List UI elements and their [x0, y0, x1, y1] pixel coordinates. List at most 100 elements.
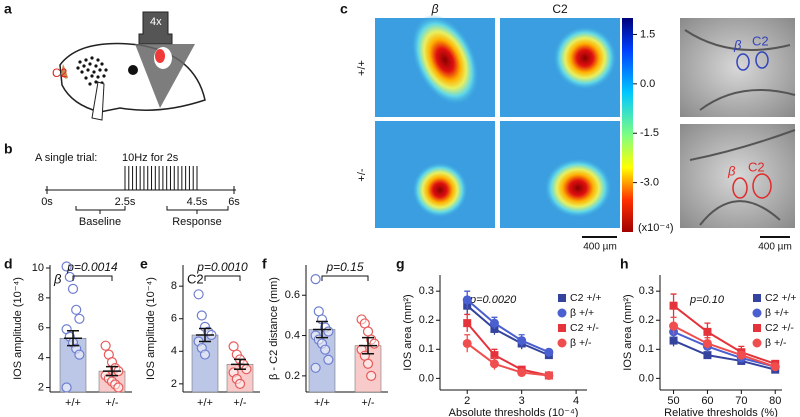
p-value: p=0.0014	[66, 260, 118, 274]
x-tick-label: 4	[573, 395, 579, 407]
legend-label: β +/+	[765, 307, 789, 319]
time-label: 6s	[228, 196, 240, 208]
data-point	[323, 326, 334, 337]
marker	[489, 359, 499, 369]
y-axis-label: IOS amplitude (10⁻⁴)	[12, 277, 24, 380]
overlay-label: β	[727, 163, 736, 178]
marker	[544, 370, 554, 380]
column-label: β	[431, 2, 439, 16]
colorbar-tick-label: -3.0	[640, 177, 659, 189]
data-point	[199, 349, 211, 360]
marker	[702, 338, 712, 348]
data-point	[196, 310, 207, 321]
marker	[770, 362, 780, 372]
data-point	[362, 358, 374, 369]
series-line	[673, 325, 776, 368]
x-tick-label: +/-	[361, 397, 374, 409]
legend-label: C2 +/-	[570, 322, 599, 334]
colorbar-tick-label: 0.0	[640, 78, 655, 90]
error-bar	[359, 336, 377, 355]
x-tick-label: +/+	[314, 397, 330, 409]
marker	[753, 294, 761, 302]
y-tick-label: 8	[38, 292, 44, 304]
marker	[669, 301, 678, 310]
series-line	[466, 299, 550, 354]
series-line	[466, 304, 550, 357]
scale-bar-label: 400 µm	[758, 242, 792, 253]
period-label: Baseline	[79, 216, 121, 228]
y-tick-label: 2	[171, 378, 177, 390]
marker	[703, 327, 712, 336]
p-value: p=0.0020	[469, 294, 517, 306]
marker	[489, 318, 499, 328]
error-bar	[64, 329, 82, 347]
y-tick-label: 8	[171, 280, 177, 292]
data-point	[61, 382, 72, 393]
legend-label: C2 +/-	[765, 322, 794, 334]
y-tick-label: 4	[38, 352, 44, 364]
data-point	[61, 261, 72, 272]
trial-title: A single trial:	[35, 152, 97, 164]
x-tick-label: 50	[667, 395, 679, 407]
series-line	[673, 330, 776, 368]
x-tick-label: +/+	[197, 397, 213, 409]
error-bar	[196, 327, 214, 343]
legend-label: β +/-	[570, 337, 592, 349]
p-value: p=0.15	[325, 260, 363, 274]
mouse-diagram: 4x C2	[52, 11, 206, 121]
p-value: p=0.10	[689, 294, 725, 306]
heat-maps	[375, 14, 796, 238]
panel-label: e	[140, 256, 148, 272]
panel-annotation: C2	[187, 271, 204, 286]
marker	[462, 295, 472, 305]
x-tick-label: 80	[769, 395, 781, 407]
y-tick-label: 2	[38, 381, 44, 393]
y-tick-label: 4	[171, 345, 177, 357]
y-tick-label: 0.4	[285, 329, 300, 341]
panel-label: d	[4, 256, 13, 272]
panel-label: b	[4, 141, 13, 157]
y-tick-label: 0.1	[419, 343, 434, 355]
legend-label: C2 +/+	[765, 292, 797, 304]
y-axis-label: IOS area (mm²)	[622, 294, 634, 370]
marker	[558, 324, 566, 332]
marker	[669, 321, 679, 331]
data-point	[310, 362, 321, 373]
objective-label: 4x	[150, 16, 162, 28]
marker	[753, 324, 761, 332]
y-tick-label: 6	[171, 313, 177, 325]
data-point	[74, 313, 85, 324]
overlay-label: C2	[748, 159, 765, 174]
data-point	[74, 349, 85, 360]
stimulus-label: 10Hz for 2s	[122, 152, 179, 164]
x-tick-label: 3	[519, 395, 525, 407]
y-tick-label: 6	[38, 322, 44, 334]
column-label: C2	[552, 2, 568, 16]
y-tick-label: 0.6	[285, 289, 300, 301]
overlay-label: β	[733, 37, 742, 52]
x-tick-label: +/+	[65, 397, 81, 409]
trial-timeline	[45, 166, 236, 214]
data-point	[100, 340, 111, 351]
panel-label: h	[620, 256, 629, 272]
marker	[517, 336, 527, 346]
whisker-label: C2	[52, 66, 68, 80]
marker	[703, 351, 712, 360]
marker	[752, 308, 762, 318]
panel-annotation: β	[53, 271, 62, 286]
x-tick-label: 60	[701, 395, 713, 407]
row-label: +/+	[356, 60, 368, 76]
y-axis-label: IOS amplitude (10⁻⁴)	[145, 277, 157, 380]
x-tick-label: 2	[464, 395, 470, 407]
y-tick-label: 0.2	[419, 314, 434, 326]
y-tick-label: 0.2	[639, 314, 654, 326]
colorbar-tick-label: -1.5	[640, 127, 659, 139]
y-axis-label: IOS area (mm²)	[402, 294, 414, 370]
marker	[669, 336, 678, 345]
error-bar	[231, 358, 249, 370]
x-axis-label: Absolute thresholds (10⁻⁴)	[449, 407, 579, 417]
legend-label: C2 +/+	[570, 292, 602, 304]
data-point	[234, 378, 246, 389]
series-line	[673, 339, 776, 371]
x-tick-label: +/-	[233, 397, 246, 409]
